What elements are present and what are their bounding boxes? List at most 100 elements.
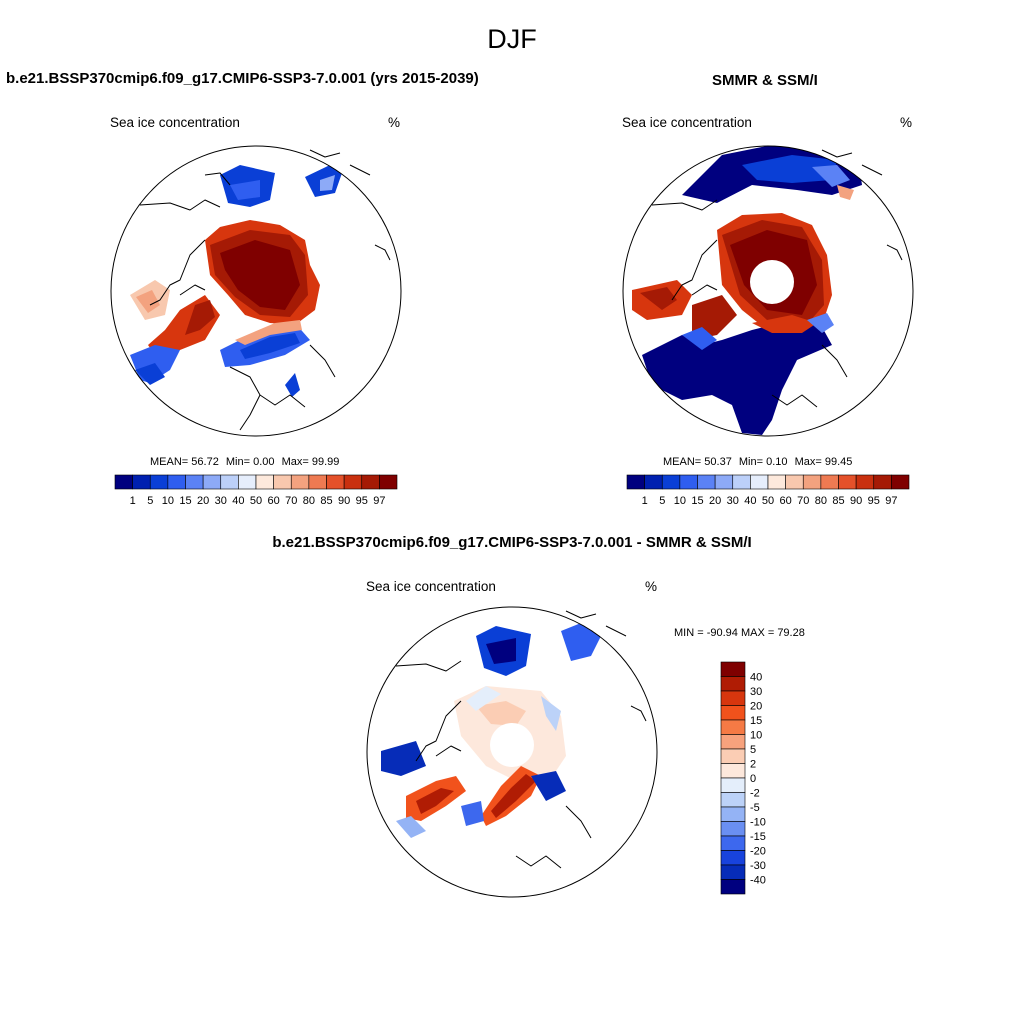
colorbar-swatch bbox=[785, 474, 804, 490]
colorbar-swatch bbox=[238, 474, 257, 490]
obs-subtitle-units: % bbox=[900, 115, 913, 130]
obs-map bbox=[622, 145, 914, 437]
colorbar-swatch bbox=[720, 748, 746, 764]
colorbar-swatch bbox=[661, 474, 681, 490]
model-min-label: Min= bbox=[225, 456, 251, 468]
colorbar-swatch bbox=[720, 734, 746, 750]
colorbar-swatch bbox=[114, 474, 133, 490]
model-panel-title: b.e21.BSSP370cmip6.f09_g17.CMIP6-SSP3-7.… bbox=[6, 70, 479, 87]
colorbar-swatch bbox=[185, 474, 204, 490]
colorbar-tick-label: -2 bbox=[750, 788, 760, 800]
model-subtitle-variable: Sea ice concentration bbox=[110, 115, 240, 130]
colorbar-swatch bbox=[720, 777, 746, 793]
colorbar-tick-label: -20 bbox=[750, 846, 766, 858]
model-min-value: 0.00 bbox=[253, 456, 275, 468]
model-colorbar: 1 5 10 15 20 30 40 50 60 70 80 85 90 95 97 bbox=[114, 474, 398, 507]
colorbar-swatch bbox=[891, 474, 910, 490]
colorbar-swatch bbox=[732, 474, 751, 490]
colorbar-tick-label: 40 bbox=[750, 672, 762, 684]
colorbar-tick-label: 60 bbox=[780, 495, 792, 507]
colorbar-swatch bbox=[873, 474, 892, 490]
colorbar-tick-label: 20 bbox=[709, 495, 721, 507]
diff-map bbox=[366, 606, 658, 898]
colorbar-swatch bbox=[220, 474, 239, 490]
colorbar-swatch bbox=[697, 474, 716, 490]
colorbar-tick-label: 85 bbox=[832, 495, 844, 507]
model-subtitle-units: % bbox=[388, 115, 401, 130]
page-title: DJF bbox=[487, 24, 537, 54]
obs-mean-label: MEAN= bbox=[663, 456, 702, 468]
colorbar-tick-label: 90 bbox=[338, 495, 350, 507]
colorbar-tick-label: 10 bbox=[750, 730, 762, 742]
colorbar-tick-label: 10 bbox=[162, 495, 174, 507]
obs-panel-title: SMMR & SSM/I bbox=[712, 72, 818, 89]
colorbar-swatch bbox=[720, 835, 746, 851]
colorbar-tick-label: 60 bbox=[268, 495, 280, 507]
colorbar-tick-label: 95 bbox=[868, 495, 880, 507]
obs-colorbar: 1 5 10 15 20 30 40 50 60 70 80 85 90 95 97 bbox=[626, 474, 910, 507]
colorbar-swatch bbox=[720, 705, 746, 721]
colorbar-tick-label: 10 bbox=[674, 495, 686, 507]
colorbar-tick-label: 1 bbox=[130, 495, 136, 507]
colorbar-tick-label: 2 bbox=[750, 759, 756, 771]
colorbar-tick-label: -10 bbox=[750, 817, 766, 829]
colorbar-swatch bbox=[767, 474, 786, 490]
model-stats: MEAN= 56.72 Min= 0.00 Max= 99.99 bbox=[150, 456, 339, 468]
colorbar-swatch bbox=[720, 806, 746, 822]
obs-max-label: Max= bbox=[794, 456, 822, 468]
colorbar-swatch bbox=[202, 474, 222, 490]
obs-mean-value: 50.37 bbox=[704, 456, 732, 468]
colorbar-swatch bbox=[626, 474, 645, 490]
colorbar-tick-label: -5 bbox=[750, 802, 760, 814]
colorbar-swatch bbox=[167, 474, 186, 490]
colorbar-tick-label: 30 bbox=[727, 495, 739, 507]
colorbar-swatch bbox=[855, 474, 875, 490]
colorbar-swatch bbox=[273, 474, 292, 490]
colorbar-tick-label: -40 bbox=[750, 875, 766, 887]
colorbar-tick-label: 15 bbox=[691, 495, 703, 507]
colorbar-tick-label: 80 bbox=[815, 495, 827, 507]
colorbar-tick-label: 70 bbox=[797, 495, 809, 507]
colorbar-tick-label: 5 bbox=[659, 495, 665, 507]
model-mean-label: MEAN= bbox=[150, 456, 189, 468]
colorbar-tick-label: 15 bbox=[179, 495, 191, 507]
colorbar-swatch bbox=[720, 719, 746, 735]
colorbar-tick-label: 1 bbox=[642, 495, 648, 507]
obs-min-label: Min= bbox=[738, 456, 764, 468]
colorbar-swatch bbox=[720, 763, 746, 779]
colorbar-swatch bbox=[802, 474, 822, 490]
colorbar-swatch bbox=[820, 474, 839, 490]
colorbar-tick-label: 80 bbox=[303, 495, 315, 507]
colorbar-swatch bbox=[750, 474, 769, 490]
colorbar-swatch bbox=[343, 474, 363, 490]
colorbar-swatch bbox=[720, 792, 746, 808]
colorbar-swatch bbox=[714, 474, 734, 490]
colorbar-swatch bbox=[720, 864, 746, 880]
colorbar-swatch bbox=[149, 474, 169, 490]
model-max-label: Max= bbox=[281, 456, 309, 468]
colorbar-swatch bbox=[720, 850, 746, 866]
colorbar-tick-label: -30 bbox=[750, 860, 766, 872]
colorbar-tick-label: 97 bbox=[373, 495, 385, 507]
colorbar-tick-label: 85 bbox=[320, 495, 332, 507]
model-max-value: 99.99 bbox=[311, 456, 340, 468]
obs-min-value: 0.10 bbox=[766, 456, 788, 468]
colorbar-swatch bbox=[838, 474, 857, 490]
diff-subtitle-units: % bbox=[645, 579, 658, 594]
colorbar-tick-label: 20 bbox=[197, 495, 209, 507]
colorbar-swatch bbox=[720, 690, 746, 706]
colorbar-tick-label: 90 bbox=[850, 495, 862, 507]
colorbar-swatch bbox=[644, 474, 663, 490]
model-mean-value: 56.72 bbox=[191, 456, 219, 468]
diff-panel-title: b.e21.BSSP370cmip6.f09_g17.CMIP6-SSP3-7.… bbox=[272, 534, 752, 551]
colorbar-swatch bbox=[720, 879, 746, 895]
colorbar-tick-label: 30 bbox=[215, 495, 227, 507]
colorbar-tick-label: 5 bbox=[750, 744, 756, 756]
colorbar-tick-label: 30 bbox=[750, 686, 762, 698]
colorbar-swatch bbox=[290, 474, 310, 490]
colorbar-tick-label: 20 bbox=[750, 701, 762, 713]
colorbar-tick-label: 95 bbox=[356, 495, 368, 507]
colorbar-tick-label: 50 bbox=[762, 495, 774, 507]
diff-subtitle-variable: Sea ice concentration bbox=[366, 579, 496, 594]
